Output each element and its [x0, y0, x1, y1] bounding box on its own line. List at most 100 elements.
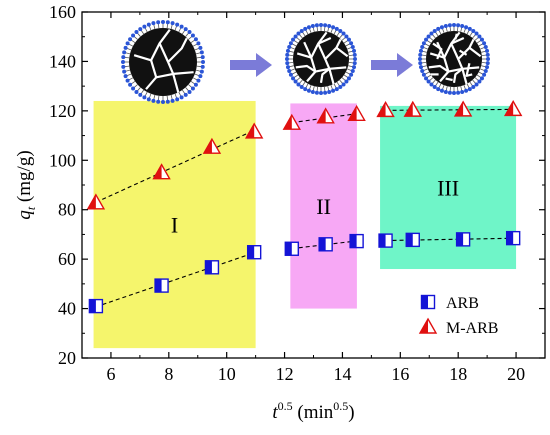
x-tick-label: 6 — [106, 364, 115, 384]
cracked-particle-crack — [317, 36, 332, 45]
cracked-particle-dot — [334, 87, 339, 92]
intact-particle-dot — [138, 27, 143, 32]
fragmented-particle-dot — [483, 69, 488, 74]
data-points — [86, 99, 523, 314]
fragmented-particle-dot — [421, 72, 426, 77]
cracked-particle-crack — [324, 38, 342, 70]
cracked-particle-dot — [306, 88, 311, 93]
axes: 6 8 10 12 14 16 18 20 20 40 60 80 100 120 140 160 t0.5 (… — [14, 2, 546, 423]
cracked-particle-dot — [334, 26, 339, 31]
intact-particle-dot — [165, 20, 170, 25]
point-m-arb — [376, 100, 395, 118]
cracked-particle-dot — [291, 37, 296, 42]
fragmented-particle-dot — [474, 82, 479, 87]
y-tick-label: 40 — [58, 299, 76, 319]
intact-particle-dot — [156, 20, 161, 25]
fragmented-particle-dot — [424, 76, 429, 81]
fit-line-m-arb-3 — [385, 108, 514, 111]
x-axis-label: t0.5 (min0.5) — [272, 399, 354, 423]
fragmented-particle-dot — [477, 34, 482, 39]
intact-particle-dot — [146, 22, 151, 27]
y-tick-label: 80 — [58, 200, 76, 220]
intact-particle-dot — [198, 45, 203, 50]
intact-particle-dot — [199, 50, 204, 55]
intact-particle-dot — [161, 20, 165, 24]
fragmented-particle-dot — [467, 87, 472, 92]
cracked-particle-dot — [338, 29, 343, 34]
cracked-particle-crack — [295, 64, 317, 73]
cracked-particle-dot — [296, 31, 301, 36]
cracked-particle-dot — [350, 69, 355, 74]
fragmented-particle-dot — [443, 90, 448, 95]
y-tick-label: 160 — [49, 2, 76, 22]
fragmented-particle-dot — [418, 52, 423, 57]
cracked-particle-dot — [349, 41, 354, 46]
intact-particle-dot — [131, 86, 136, 91]
point-arb — [246, 245, 262, 260]
intact-particle-dot — [123, 74, 128, 79]
point-arb — [405, 232, 420, 248]
cracked-particle-dot — [293, 34, 298, 39]
fragmented-particle-dot — [477, 79, 482, 84]
intact-particle-dot — [190, 86, 195, 91]
x-tick-label: 16 — [391, 364, 409, 384]
fragmented-particle-dot — [486, 57, 490, 61]
point-arb — [318, 237, 333, 252]
intact-particle-dot — [125, 41, 130, 46]
intact-particle-dot — [187, 89, 192, 94]
fragmented-particle-dot — [464, 88, 469, 93]
point-m-arb — [244, 122, 264, 139]
cracked-particle-dot — [346, 37, 351, 42]
region-1 — [93, 100, 256, 349]
intact-particle-dot — [121, 64, 126, 69]
intact-particle-dot — [198, 74, 203, 79]
cracked-particle-dot — [299, 84, 304, 89]
fragmented-particle — [418, 23, 490, 95]
intact-particle-body — [129, 28, 197, 96]
cracked-particle-dot — [288, 41, 293, 46]
intact-particle-dot — [142, 95, 147, 100]
fragmented-particle-dot — [485, 65, 490, 70]
cracked-particle-dot — [344, 34, 349, 39]
intact-particle-dot — [142, 24, 147, 29]
cracked-particle-dot — [352, 52, 357, 57]
cracked-particle-crack — [296, 31, 328, 59]
cracked-particle-dot — [303, 26, 308, 31]
point-arb — [204, 260, 220, 275]
intact-particle-dot — [121, 60, 125, 64]
intact-particle — [121, 20, 205, 104]
fragmented-particle-crack — [468, 46, 482, 58]
fragmented-particle-crack — [461, 68, 468, 85]
fragmented-particle-dot — [418, 65, 423, 70]
intact-particle-crack — [133, 29, 171, 62]
legend-label-m-arb: M-ARB — [446, 320, 498, 337]
fragmented-particle-dot — [482, 72, 487, 77]
legend-item-m-arb: M-ARB — [418, 317, 498, 337]
intact-particle-dot — [165, 99, 170, 104]
fragmented-particle-dot — [418, 57, 422, 61]
x-tick-label: 18 — [449, 364, 467, 384]
arrow-icon — [371, 53, 413, 77]
intact-particle-dot — [199, 69, 204, 74]
cracked-particle-dot — [352, 61, 357, 66]
cracked-particle-dot — [352, 48, 357, 53]
intact-particle-dot — [193, 82, 198, 87]
point-arb — [284, 241, 299, 256]
cracked-particle-dot — [285, 57, 289, 61]
intact-particle-dot — [151, 21, 156, 26]
fragmented-particle-dot — [464, 25, 469, 30]
point-m-arb — [347, 104, 366, 122]
fragmented-particle-crack — [452, 67, 464, 83]
cracked-particle-dot — [314, 23, 319, 28]
cracked-particle-dot — [287, 44, 292, 49]
fragmented-particle-dot — [418, 48, 423, 53]
point-m-arb — [403, 100, 422, 117]
legend: ARB M-ARB — [418, 294, 498, 337]
cracked-particle-crack — [319, 67, 331, 83]
point-arb — [378, 233, 393, 248]
region-2 — [290, 103, 357, 309]
fragmented-particle-dot — [447, 23, 452, 28]
cracked-particle-dot — [287, 69, 292, 74]
